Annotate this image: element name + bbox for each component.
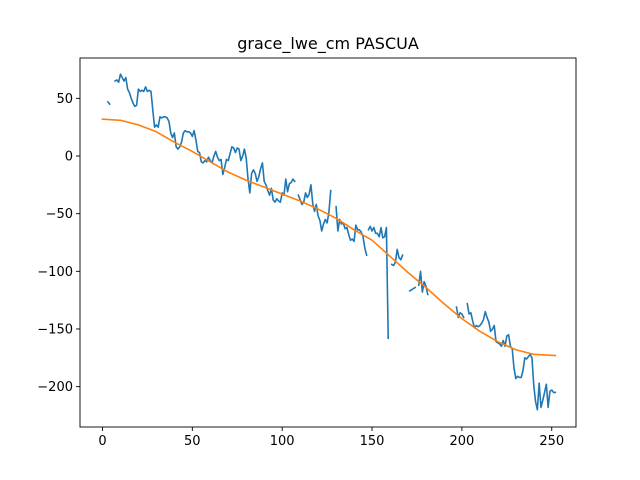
x-tick-label: 150 — [360, 434, 385, 449]
series-1-line-segment — [106, 100, 111, 106]
y-tick-label: −100 — [37, 265, 73, 280]
x-tick-label: 200 — [449, 434, 474, 449]
series-1-line-segment — [367, 225, 390, 340]
series-2-line-segment — [101, 118, 557, 357]
x-tick-label: 250 — [539, 434, 564, 449]
series-1-line-segment — [390, 248, 404, 267]
series-layer — [101, 73, 557, 411]
x-tick-label: 100 — [270, 434, 295, 449]
series-1-line-segment — [113, 73, 296, 203]
series-1-line-segment — [408, 286, 417, 293]
y-tick-label: −150 — [37, 322, 73, 337]
plot-frame — [79, 57, 577, 428]
chart-title: grace_lwe_cm PASCUA — [237, 34, 419, 54]
y-tick-label: −200 — [37, 380, 73, 395]
y-tick-label: −50 — [46, 207, 73, 222]
x-tick-label: 0 — [98, 434, 106, 449]
axes-layer: 0 50 100 150 200 250 50 0 −50 −100 −150 −200 — [37, 57, 577, 449]
series-2 — [101, 118, 557, 357]
y-tick-label: 0 — [65, 150, 73, 165]
series-1-line-segment — [335, 205, 368, 257]
series-1-line-segment — [455, 306, 465, 319]
y-tick-label: 50 — [56, 92, 73, 107]
x-tick-label: 50 — [184, 434, 201, 449]
